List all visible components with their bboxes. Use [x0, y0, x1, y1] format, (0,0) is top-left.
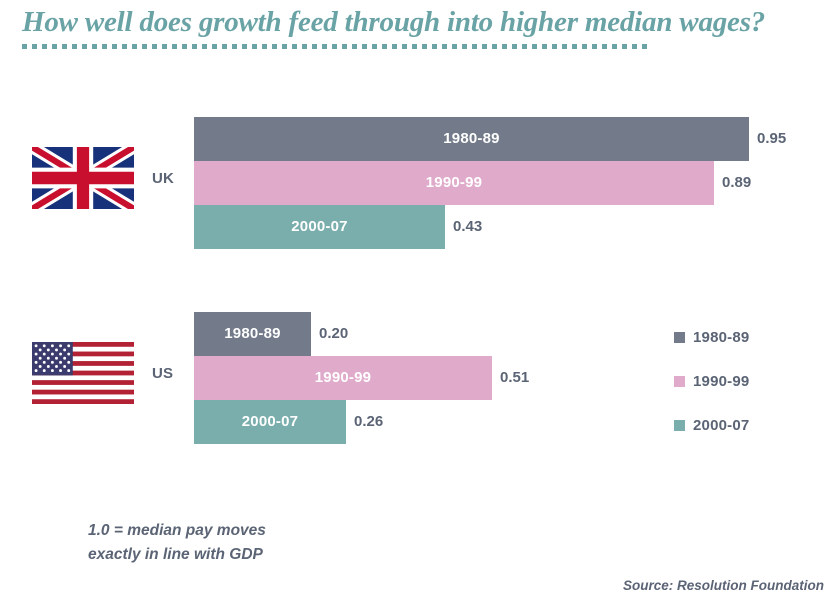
legend-swatch-icon — [674, 375, 685, 387]
source-attribution: Source: Resolution Foundation — [623, 578, 824, 593]
legend-item-2000-07[interactable]: 2000-07 — [674, 404, 834, 448]
bar-series-label: 1990-99 — [425, 174, 483, 191]
bar-uk-2000-07[interactable]: 2000-07 — [194, 205, 445, 249]
uk-flag-icon — [32, 147, 134, 209]
bar-series-label: 1990-99 — [314, 369, 372, 386]
legend-label: 1990-99 — [693, 373, 750, 390]
bar-value-label: 0.43 — [453, 218, 483, 235]
bar-series-label: 1980-89 — [443, 130, 500, 147]
title-divider — [22, 44, 650, 49]
bar-value-label: 0.95 — [757, 130, 787, 147]
country-label-uk: UK — [152, 170, 175, 187]
legend-item-1990-99[interactable]: 1990-99 — [674, 360, 834, 404]
bars-uk: 1980-89 0.95 1990-99 0.89 2000-07 0.43 — [194, 117, 840, 249]
legend-label: 2000-07 — [693, 417, 750, 434]
bar-row: 2000-07 0.43 — [194, 205, 840, 249]
chart-legend: 1980-89 1990-99 2000-07 — [674, 316, 834, 448]
bar-uk-1980-89[interactable]: 1980-89 — [194, 117, 749, 161]
bar-uk-1990-99[interactable]: 1990-99 — [194, 161, 714, 205]
legend-swatch-icon — [674, 419, 685, 431]
bar-value-label: 0.89 — [722, 174, 752, 191]
country-label-us: US — [152, 365, 174, 382]
bar-value-label: 0.20 — [319, 325, 349, 342]
bar-us-1980-89[interactable]: 1980-89 — [194, 312, 311, 356]
page-title: How well does growth feed through into h… — [22, 6, 766, 38]
chart-annotation: 1.0 = median pay moves exactly in line w… — [88, 522, 266, 563]
bar-series-label: 2000-07 — [291, 218, 348, 235]
bar-value-label: 0.26 — [354, 413, 384, 430]
bar-row: 1980-89 0.95 — [194, 117, 840, 161]
bar-series-label: 1980-89 — [224, 325, 281, 342]
bar-value-label: 0.51 — [500, 369, 530, 386]
legend-item-1980-89[interactable]: 1980-89 — [674, 316, 834, 360]
us-flag-icon — [32, 342, 134, 404]
bar-row: 1990-99 0.89 — [194, 161, 840, 205]
legend-label: 1980-89 — [693, 329, 750, 346]
bar-us-1990-99[interactable]: 1990-99 — [194, 356, 492, 400]
bar-series-label: 2000-07 — [241, 413, 299, 430]
legend-swatch-icon — [674, 331, 685, 343]
bar-us-2000-07[interactable]: 2000-07 — [194, 400, 346, 444]
